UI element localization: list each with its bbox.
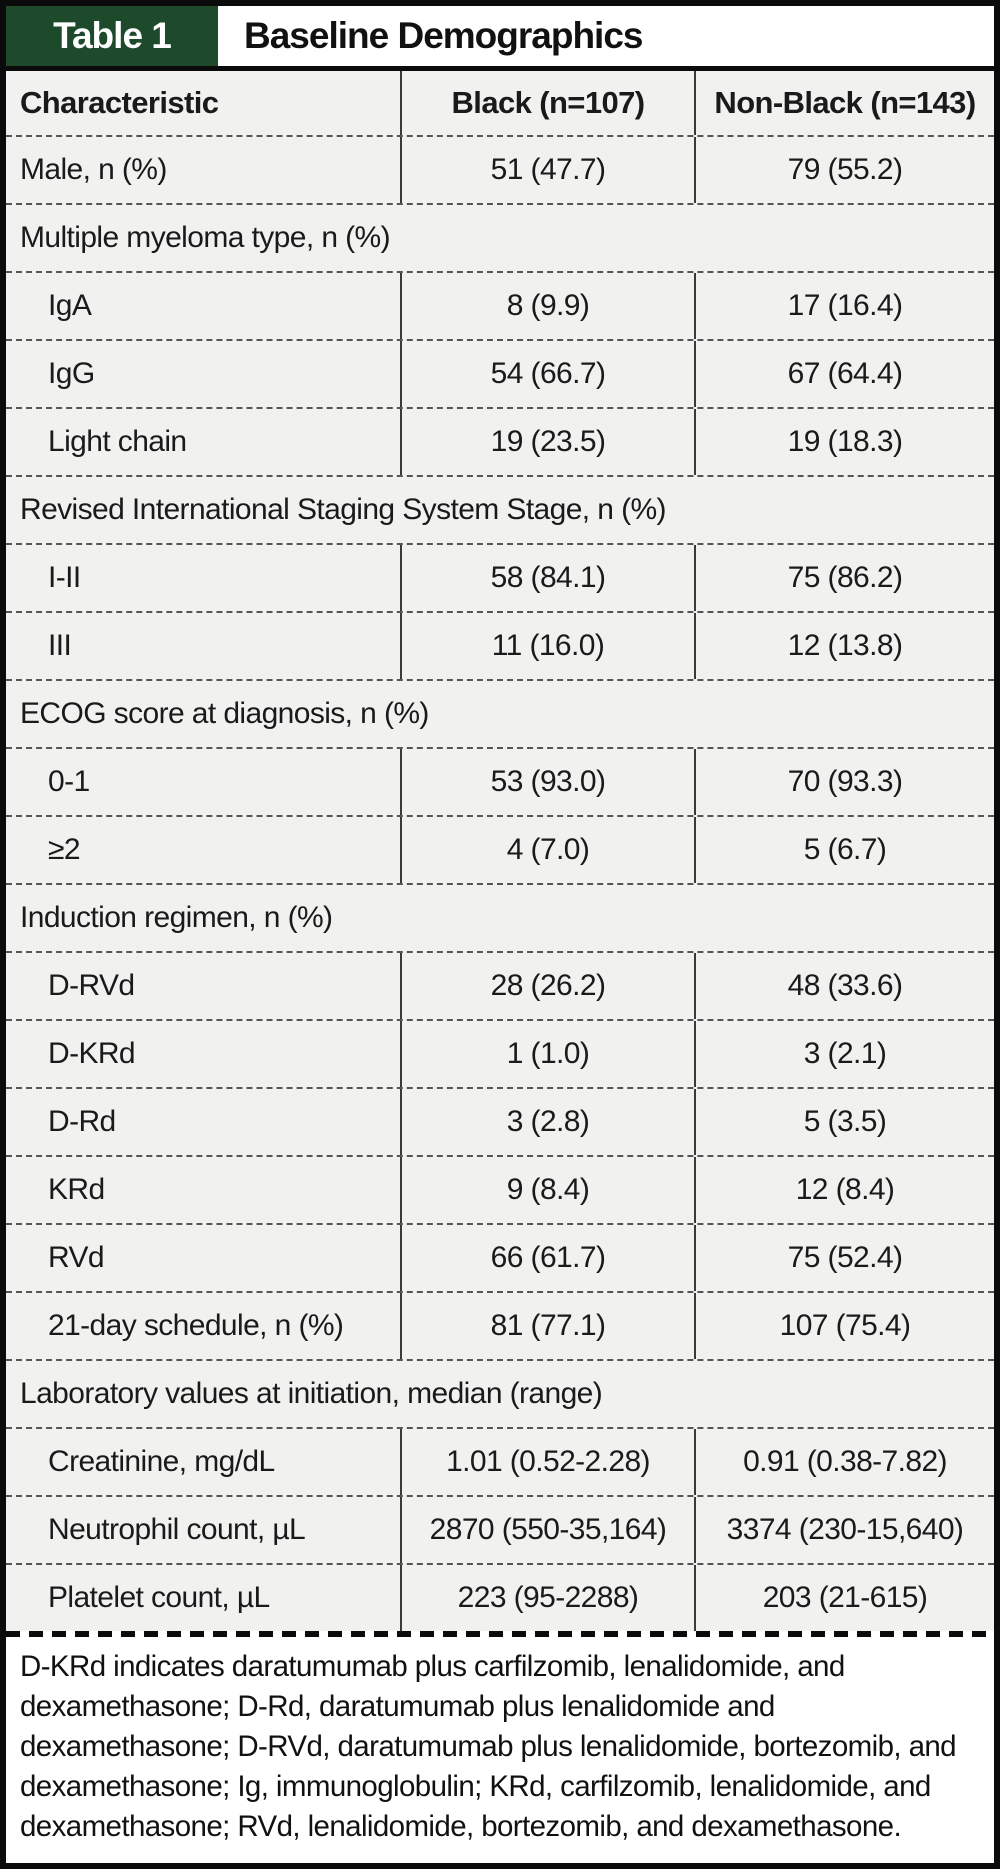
value-non-black: 48 (33.6) [694,953,994,1019]
row-label: III [48,629,72,662]
value-non-black: 17 (16.4) [694,273,994,339]
value-black: 1.01 (0.52-2.28) [400,1429,694,1495]
table-row: ≥2 4 (7.0) 5 (6.7) [6,815,994,883]
row-label: Platelet count, µL [48,1581,270,1614]
value-non-black: 12 (13.8) [694,613,994,679]
section-label: Laboratory values at initiation, median … [20,1377,603,1410]
value-black: 28 (26.2) [400,953,694,1019]
table-body: Male, n (%) 51 (47.7) 79 (55.2) Multiple my… [6,135,994,1631]
value-non-black: 3 (2.1) [694,1021,994,1087]
title-band: Table 1 Baseline Demographics [6,6,994,66]
value-black: 11 (16.0) [400,613,694,679]
value-non-black: 0.91 (0.38-7.82) [694,1429,994,1495]
section-label: ECOG score at diagnosis, n (%) [20,697,429,730]
value-black: 223 (95-2288) [400,1565,694,1631]
row-label: D-RVd [48,969,135,1002]
value-non-black: 79 (55.2) [694,137,994,203]
table-row: KRd 9 (8.4) 12 (8.4) [6,1155,994,1223]
table-row: I-II 58 (84.1) 75 (86.2) [6,543,994,611]
value-black: 4 (7.0) [400,817,694,883]
row-label: Light chain [48,425,187,458]
table-row: Platelet count, µL 223 (95-2288) 203 (21-6… [6,1563,994,1631]
footnote-divider-rule [6,1631,994,1637]
value-non-black: 12 (8.4) [694,1157,994,1223]
table-row: Male, n (%) 51 (47.7) 79 (55.2) [6,135,994,203]
table-row: IgA 8 (9.9) 17 (16.4) [6,271,994,339]
value-black: 2870 (550-35,164) [400,1497,694,1563]
row-label: 0-1 [48,765,90,798]
row-label: D-KRd [48,1037,136,1070]
table-row: D-Rd 3 (2.8) 5 (3.5) [6,1087,994,1155]
value-black: 9 (8.4) [400,1157,694,1223]
table-row: Creatinine, mg/dL 1.01 (0.52-2.28) 0.91 (0… [6,1427,994,1495]
table-row: RVd 66 (61.7) 75 (52.4) [6,1223,994,1291]
value-black: 81 (77.1) [400,1293,694,1359]
value-black: 19 (23.5) [400,409,694,475]
table-number-tag: Table 1 [6,6,218,66]
section-label: Induction regimen, n (%) [20,901,333,934]
value-black: 54 (66.7) [400,341,694,407]
table-row: IgG 54 (66.7) 67 (64.4) [6,339,994,407]
column-header-black: Black (n=107) [400,71,694,135]
table-title: Baseline Demographics [244,15,643,56]
value-black: 3 (2.8) [400,1089,694,1155]
value-non-black: 19 (18.3) [694,409,994,475]
row-label: 21-day schedule, n (%) [48,1309,344,1342]
section-label: Multiple myeloma type, n (%) [20,221,391,254]
row-label: RVd [48,1241,105,1274]
value-black: 51 (47.7) [400,137,694,203]
value-non-black: 75 (86.2) [694,545,994,611]
value-black: 53 (93.0) [400,749,694,815]
table-row: Neutrophil count, µL 2870 (550-35,164) 337… [6,1495,994,1563]
row-label: I-II [48,561,81,594]
section-row: Induction regimen, n (%) [6,883,994,951]
value-non-black: 67 (64.4) [694,341,994,407]
table-row: III 11 (16.0) 12 (13.8) [6,611,994,679]
value-non-black: 203 (21-615) [694,1565,994,1631]
table-row: 0-1 53 (93.0) 70 (93.3) [6,747,994,815]
title-divider-rule [6,66,994,71]
value-black: 66 (61.7) [400,1225,694,1291]
table-row: 21-day schedule, n (%) 81 (77.1) 107 (75.4… [6,1291,994,1359]
section-row: ECOG score at diagnosis, n (%) [6,679,994,747]
table-row: D-RVd 28 (26.2) 48 (33.6) [6,951,994,1019]
footnote-text: D-KRd indicates daratumumab plus carfilz… [6,1637,994,1863]
row-label: Male, n (%) [20,153,167,186]
table-row: D-KRd 1 (1.0) 3 (2.1) [6,1019,994,1087]
value-black: 8 (9.9) [400,273,694,339]
column-header-row: Characteristic Black (n=107) Non-Black (… [6,71,994,135]
row-label: IgG [48,357,95,390]
column-header-characteristic: Characteristic [20,85,219,120]
row-label: IgA [48,289,92,322]
value-black: 58 (84.1) [400,545,694,611]
section-row: Revised International Staging System Sta… [6,475,994,543]
row-label: Creatinine, mg/dL [48,1445,275,1478]
value-non-black: 5 (3.5) [694,1089,994,1155]
row-label: ≥2 [48,833,81,866]
row-label: Neutrophil count, µL [48,1513,306,1546]
column-header-non-black: Non-Black (n=143) [694,71,994,135]
section-row: Laboratory values at initiation, median … [6,1359,994,1427]
value-non-black: 107 (75.4) [694,1293,994,1359]
table-row: Light chain 19 (23.5) 19 (18.3) [6,407,994,475]
section-label: Revised International Staging System Sta… [20,493,667,526]
section-row: Multiple myeloma type, n (%) [6,203,994,271]
row-label: D-Rd [48,1105,116,1138]
row-label: KRd [48,1173,105,1206]
value-non-black: 75 (52.4) [694,1225,994,1291]
value-non-black: 70 (93.3) [694,749,994,815]
value-black: 1 (1.0) [400,1021,694,1087]
value-non-black: 5 (6.7) [694,817,994,883]
value-non-black: 3374 (230-15,640) [694,1497,994,1563]
